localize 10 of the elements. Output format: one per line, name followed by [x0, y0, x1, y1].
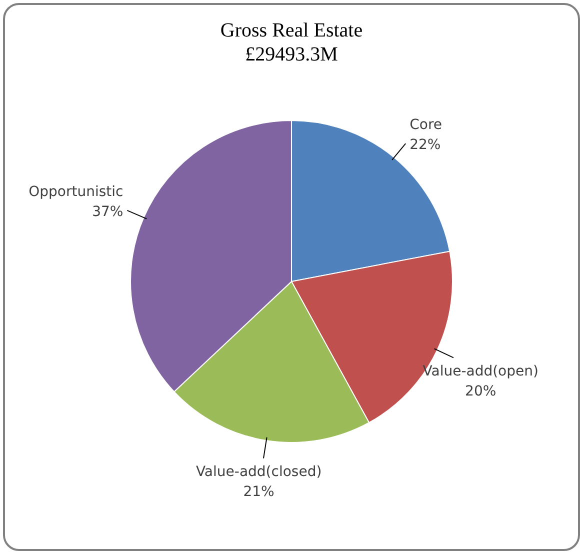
data-label: 21% — [243, 484, 274, 500]
chart-title: Gross Real Estate — [220, 19, 363, 42]
chart-subtitle: £29493.3M — [245, 43, 338, 66]
data-label: 22% — [410, 137, 441, 154]
slice-label: Value-add(closed) — [196, 464, 322, 480]
slice-label: Value-add(open) — [422, 363, 538, 380]
slice-label: Core — [410, 117, 442, 134]
data-label: 37% — [92, 204, 124, 220]
data-label: 20% — [465, 383, 496, 400]
slice-label: Opportunistic — [28, 184, 124, 200]
